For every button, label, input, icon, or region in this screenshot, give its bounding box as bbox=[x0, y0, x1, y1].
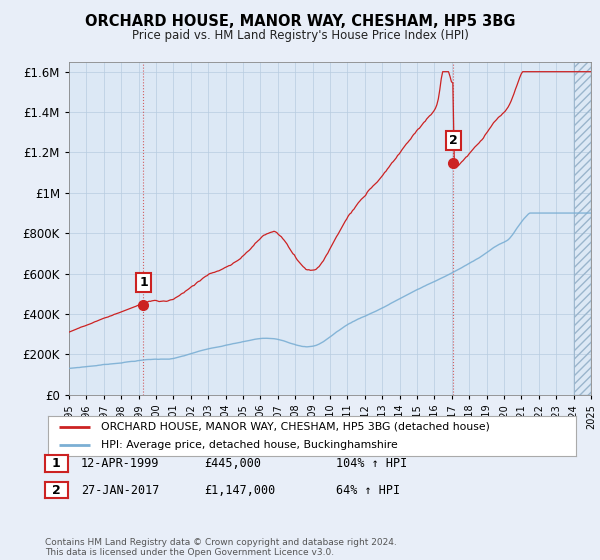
Text: 27-JAN-2017: 27-JAN-2017 bbox=[81, 483, 160, 497]
Text: Contains HM Land Registry data © Crown copyright and database right 2024.
This d: Contains HM Land Registry data © Crown c… bbox=[45, 538, 397, 557]
Text: ORCHARD HOUSE, MANOR WAY, CHESHAM, HP5 3BG: ORCHARD HOUSE, MANOR WAY, CHESHAM, HP5 3… bbox=[85, 14, 515, 29]
Text: 12-APR-1999: 12-APR-1999 bbox=[81, 456, 160, 470]
Text: £1,147,000: £1,147,000 bbox=[204, 483, 275, 497]
Text: £445,000: £445,000 bbox=[204, 456, 261, 470]
Text: ORCHARD HOUSE, MANOR WAY, CHESHAM, HP5 3BG (detached house): ORCHARD HOUSE, MANOR WAY, CHESHAM, HP5 3… bbox=[101, 422, 490, 432]
Text: Price paid vs. HM Land Registry's House Price Index (HPI): Price paid vs. HM Land Registry's House … bbox=[131, 29, 469, 42]
Text: 1: 1 bbox=[52, 456, 61, 470]
Text: 1: 1 bbox=[139, 276, 148, 289]
Text: 64% ↑ HPI: 64% ↑ HPI bbox=[336, 483, 400, 497]
Text: HPI: Average price, detached house, Buckinghamshire: HPI: Average price, detached house, Buck… bbox=[101, 440, 398, 450]
Text: 104% ↑ HPI: 104% ↑ HPI bbox=[336, 456, 407, 470]
Text: 2: 2 bbox=[449, 134, 457, 147]
Text: 2: 2 bbox=[52, 483, 61, 497]
